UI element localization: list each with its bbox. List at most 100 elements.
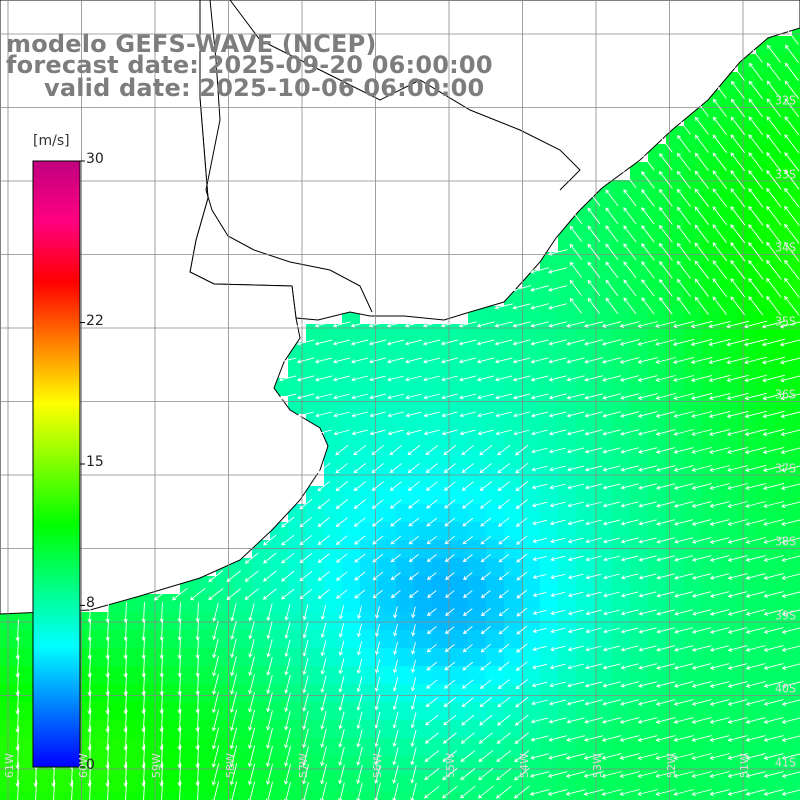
- speed-cell: [0, 648, 18, 666]
- speed-cell: [702, 486, 720, 504]
- speed-cell: [108, 684, 126, 702]
- speed-cell: [756, 396, 774, 414]
- wind-arrow: [690, 320, 713, 329]
- speed-cell: [738, 270, 756, 288]
- wind-arrow: [712, 116, 727, 135]
- wind-arrow: [745, 735, 766, 742]
- speed-cell: [90, 792, 108, 800]
- speed-cell: [540, 252, 558, 270]
- wind-arrow: [619, 321, 640, 328]
- speed-cell: [540, 684, 558, 702]
- speed-cell: [594, 432, 612, 450]
- speed-cell: [144, 756, 162, 774]
- wind-arrow: [230, 674, 237, 695]
- wind-arrow: [763, 519, 784, 526]
- speed-cell: [468, 594, 486, 612]
- speed-cell: [720, 234, 738, 252]
- wind-arrow: [353, 463, 367, 474]
- wind-arrow: [480, 643, 491, 653]
- wind-arrow: [659, 206, 673, 225]
- speed-cell: [414, 648, 432, 666]
- wind-arrow: [676, 152, 691, 171]
- wind-arrow: [567, 609, 584, 616]
- wind-arrow: [637, 789, 658, 796]
- speed-cell: [360, 414, 378, 432]
- speed-cell: [702, 234, 720, 252]
- speed-cell: [486, 324, 504, 342]
- speed-cell: [738, 630, 756, 648]
- speed-cell: [738, 774, 756, 792]
- speed-cell: [540, 270, 558, 288]
- wind-arrow: [461, 679, 474, 689]
- speed-cell: [216, 576, 234, 594]
- speed-cell: [324, 360, 342, 378]
- speed-cell: [342, 684, 360, 702]
- wind-arrow: [567, 573, 584, 580]
- wind-arrow: [281, 552, 295, 564]
- speed-cell: [558, 756, 576, 774]
- wind-arrow: [748, 80, 763, 99]
- speed-cell: [594, 306, 612, 324]
- speed-cell: [702, 306, 720, 324]
- speed-cell: [576, 378, 594, 396]
- speed-cell: [288, 648, 306, 666]
- wind-arrow: [512, 375, 531, 382]
- speed-cell: [234, 612, 252, 630]
- wind-arrow: [641, 153, 655, 171]
- speed-cell: [720, 558, 738, 576]
- speed-cell: [576, 486, 594, 504]
- wind-arrow: [211, 727, 220, 750]
- speed-cell: [630, 576, 648, 594]
- wind-arrow: [745, 464, 767, 473]
- wind-arrow: [583, 789, 604, 796]
- speed-cell: [540, 360, 558, 378]
- speed-cell: [540, 378, 558, 396]
- wind-arrow: [763, 735, 784, 742]
- wind-arrow: [478, 732, 493, 744]
- wind-arrow: [444, 535, 455, 545]
- speed-cell: [450, 360, 468, 378]
- speed-cell: [144, 792, 162, 800]
- speed-cell: [774, 414, 792, 432]
- speed-cell: [162, 612, 180, 630]
- speed-cell: [720, 486, 738, 504]
- speed-cell: [162, 702, 180, 720]
- wind-arrow: [262, 588, 277, 600]
- speed-cell: [630, 774, 648, 792]
- wind-arrow: [314, 357, 333, 364]
- wind-arrow: [410, 782, 417, 800]
- speed-cell: [558, 612, 576, 630]
- wind-arrow: [677, 116, 691, 135]
- speed-cell: [180, 648, 198, 666]
- wind-arrow: [550, 627, 566, 634]
- speed-cell: [576, 324, 594, 342]
- wind-arrow: [425, 481, 438, 491]
- speed-cell: [630, 594, 648, 612]
- wind-arrow: [410, 747, 417, 766]
- wind-arrow: [229, 727, 238, 750]
- wind-arrow: [498, 571, 509, 581]
- speed-cell: [18, 630, 36, 648]
- speed-cell: [180, 630, 198, 648]
- speed-cell: [450, 396, 468, 414]
- wind-arrow: [784, 295, 800, 316]
- wind-arrow: [584, 447, 603, 454]
- speed-cell: [414, 432, 432, 450]
- wind-arrow: [781, 735, 800, 742]
- wind-arrow: [477, 411, 494, 418]
- wind-arrow: [356, 676, 363, 693]
- speed-cell: [306, 324, 324, 342]
- speed-cell: [684, 666, 702, 684]
- wind-arrow: [585, 627, 602, 634]
- wind-arrow: [515, 444, 529, 456]
- wind-arrow: [674, 609, 694, 616]
- speed-cell: [198, 684, 216, 702]
- wind-arrow: [299, 516, 313, 528]
- speed-cell: [522, 774, 540, 792]
- speed-cell: [774, 612, 792, 630]
- wind-arrow: [601, 339, 622, 346]
- wind-arrow: [709, 717, 730, 724]
- wind-arrow: [461, 481, 474, 491]
- speed-cell: [630, 738, 648, 756]
